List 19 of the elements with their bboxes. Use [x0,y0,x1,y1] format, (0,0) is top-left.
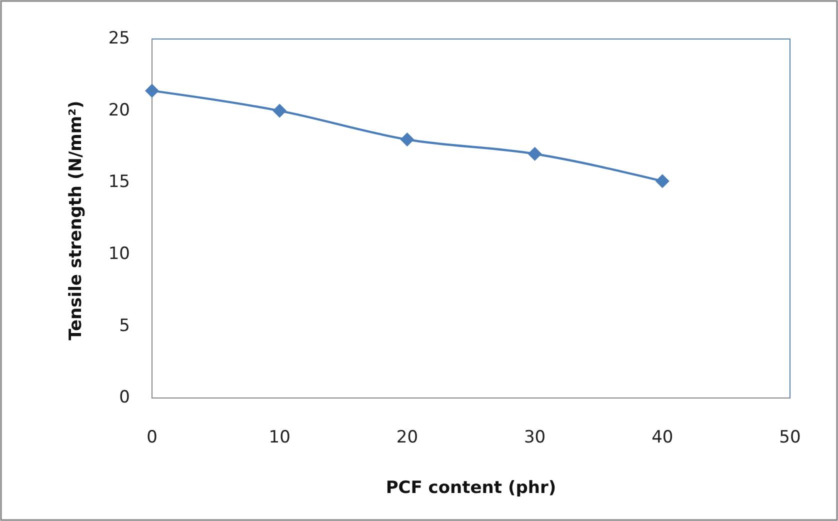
x-tick-label: 10 [268,428,290,448]
point [400,132,414,147]
point [272,104,287,118]
x-tick-label: 20 [396,428,418,448]
x-tick-label: 30 [524,428,546,448]
x-tick-label: 0 [146,428,158,448]
y-tick-label: 20 [108,100,130,120]
y-tick-label: 0 [119,388,130,408]
y-tick-label: 15 [108,172,130,192]
y-tick-label: 10 [108,244,130,264]
y-tick-label: 25 [108,28,130,49]
point [145,84,159,98]
y-axis-title: Tensile strength (N/mm²) [66,100,86,340]
point [655,174,670,188]
y-tick-label: 5 [119,316,130,336]
point [528,146,542,161]
x-tick-label: 50 [779,428,801,448]
x-tick-label: 40 [652,428,674,448]
x-axis-title: PCF content (phr) [386,478,556,498]
